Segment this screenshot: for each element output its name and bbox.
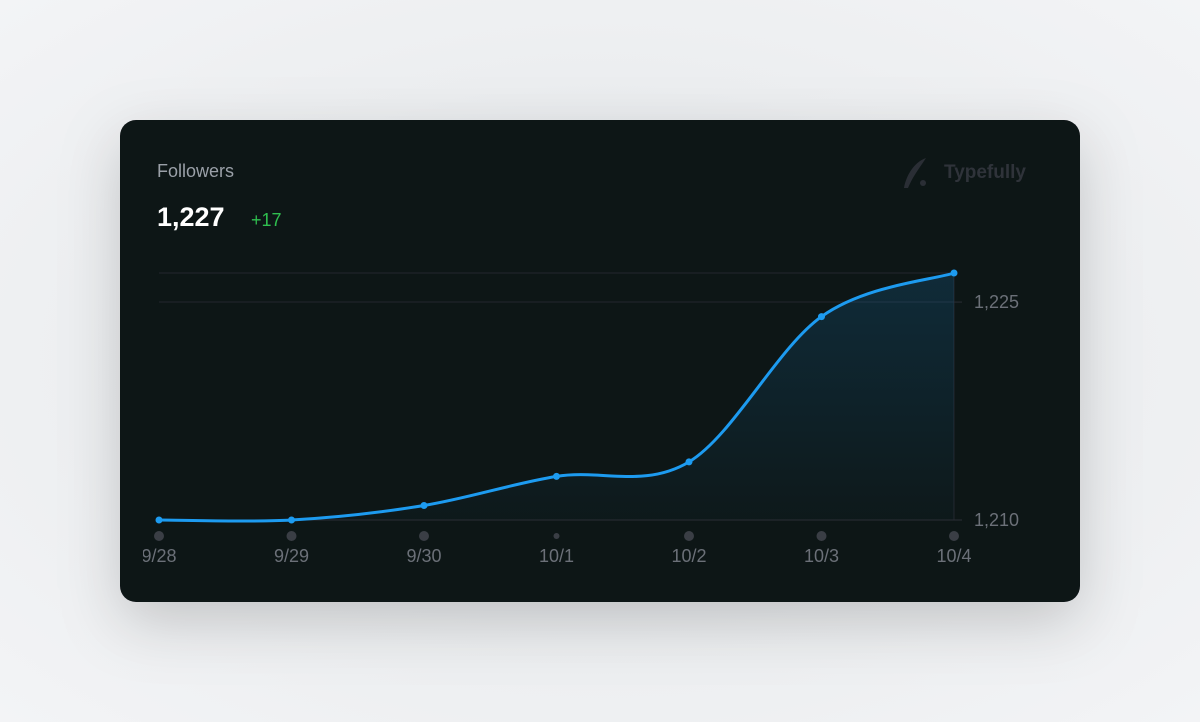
- x-tick-dot: [949, 531, 959, 541]
- x-tick-dot: [684, 531, 694, 541]
- point: [155, 516, 163, 524]
- x-tick-dot: [154, 531, 164, 541]
- x-tick-label: 10/3: [804, 546, 839, 566]
- point: [818, 313, 825, 321]
- brand-name: Typefully: [944, 162, 1026, 183]
- y-tick-label: 1,225: [974, 292, 1019, 312]
- x-tick-dot: [553, 533, 560, 539]
- x-tick-dot: [286, 531, 297, 541]
- area: [159, 273, 954, 522]
- x-tick-label: 9/28: [141, 546, 176, 566]
- x-tick-label: 9/30: [406, 546, 441, 566]
- point: [950, 269, 958, 277]
- card-title: Followers: [157, 161, 234, 181]
- x-tick-label: 10/2: [671, 546, 706, 566]
- x-tick-dot: [816, 531, 827, 541]
- point: [288, 516, 295, 524]
- change-value: +17: [251, 210, 282, 230]
- x-tick-label: 9/29: [274, 546, 309, 566]
- x-tick-label: 10/4: [936, 546, 971, 566]
- brand-logo: [904, 158, 926, 188]
- point: [685, 458, 693, 466]
- point: [420, 501, 428, 509]
- plot: 9/28 9/29 9/30 10/1 10/2 10/3 10/4: [141, 269, 972, 566]
- total-value: 1,227: [157, 202, 225, 232]
- point: [553, 472, 560, 480]
- x-tick-label: 10/1: [539, 546, 574, 566]
- y-tick-label: 1,210: [974, 510, 1019, 530]
- x-tick-dot: [419, 531, 429, 541]
